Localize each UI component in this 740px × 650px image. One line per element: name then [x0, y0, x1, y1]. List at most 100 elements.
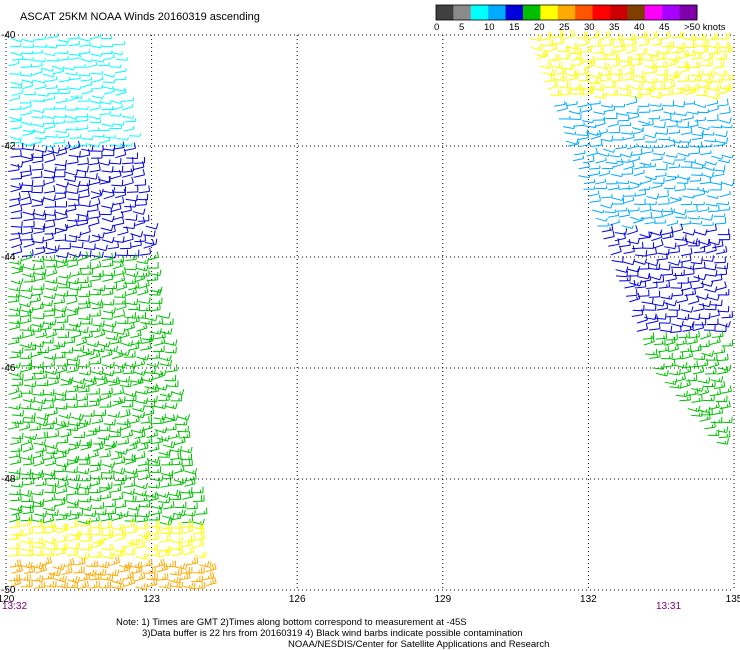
- wind-barb: [19, 309, 32, 318]
- wind-barb: [44, 442, 58, 450]
- wind-barb: [688, 313, 701, 321]
- wind-barb: [595, 157, 607, 164]
- wind-barb: [107, 241, 119, 250]
- wind-barb: [65, 169, 79, 176]
- wind-barb: [9, 198, 21, 208]
- wind-barb: [645, 201, 657, 205]
- wind-barb: [631, 308, 644, 317]
- wind-barb: [55, 512, 68, 521]
- wind-barb: [48, 372, 61, 380]
- wind-barb: [21, 502, 35, 509]
- wind-barb: [655, 163, 668, 171]
- wind-barb: [169, 445, 182, 453]
- wind-barb: [697, 126, 710, 131]
- wind-barb: [78, 458, 91, 465]
- wind-barb: [31, 321, 45, 328]
- wind-barb: [164, 402, 178, 410]
- wind-barb: [592, 46, 605, 54]
- wind-barb: [191, 575, 203, 583]
- wind-barb: [9, 116, 22, 121]
- wind-barb: [681, 247, 693, 257]
- wind-barb: [122, 97, 135, 103]
- wind-barb: [667, 343, 680, 353]
- wind-barb: [711, 155, 724, 160]
- wind-barb: [148, 351, 161, 360]
- wind-barb: [144, 314, 158, 322]
- wind-barb: [79, 261, 92, 270]
- wind-barb: [568, 108, 582, 115]
- wind-barb: [87, 449, 99, 459]
- wind-barb: [633, 163, 646, 170]
- wind-barb: [633, 76, 646, 84]
- wind-barb: [67, 307, 79, 317]
- wind-barb: [694, 229, 708, 236]
- wind-barb: [32, 98, 45, 103]
- wind-barb: [191, 486, 204, 494]
- wind-barb: [619, 89, 632, 97]
- wind-barb: [652, 275, 665, 284]
- wind-barb: [700, 150, 712, 156]
- wind-barb: [148, 289, 161, 296]
- wind-barb: [655, 52, 667, 61]
- wind-barb: [720, 124, 733, 129]
- wind-barb: [108, 377, 121, 386]
- wind-barb: [606, 89, 619, 96]
- wind-barb: [611, 136, 624, 141]
- wind-barb: [617, 114, 630, 122]
- wind-barb: [156, 491, 170, 499]
- wind-barb: [580, 45, 592, 53]
- wind-barb: [684, 85, 697, 96]
- x-tick-label: 129: [434, 594, 451, 605]
- wind-barb: [666, 219, 679, 227]
- wind-barb: [644, 131, 657, 139]
- wind-barb: [578, 74, 591, 82]
- wind-barb: [55, 181, 69, 188]
- wind-barb: [164, 346, 177, 354]
- wind-barb: [97, 433, 110, 441]
- wind-barb: [619, 239, 631, 248]
- wind-barb: [123, 548, 136, 555]
- wind-barb: [683, 34, 697, 42]
- wind-barb: [150, 475, 164, 482]
- wind-barb: [634, 280, 647, 289]
- wind-barb: [89, 100, 102, 104]
- wind-barb: [44, 486, 57, 494]
- wind-barb: [691, 172, 703, 177]
- wind-barb: [22, 442, 34, 453]
- wind-barb: [138, 279, 150, 289]
- wind-barb: [144, 491, 157, 498]
- wind-barb: [57, 447, 70, 455]
- wind-barb: [714, 325, 727, 332]
- wind-barb: [31, 69, 43, 76]
- wind-barb: [92, 502, 104, 509]
- wind-barb: [669, 196, 682, 204]
- wind-barb: [159, 360, 173, 367]
- wind-barb: [76, 113, 89, 118]
- wind-barb: [704, 303, 717, 311]
- wind-barb: [42, 521, 55, 528]
- wind-barb: [717, 42, 731, 49]
- wind-barb: [41, 67, 54, 72]
- wind-barb: [23, 328, 35, 338]
- wind-barb: [20, 435, 33, 446]
- wind-barb: [42, 401, 55, 410]
- wind-barb: [21, 544, 34, 552]
- wind-barb: [168, 489, 181, 497]
- wind-barb: [670, 325, 682, 334]
- wind-barb: [132, 208, 146, 215]
- wind-barb: [700, 143, 713, 148]
- wind-barb: [11, 506, 23, 516]
- wind-barb: [45, 246, 57, 255]
- wind-barb: [117, 437, 129, 445]
- wind-barb: [58, 90, 71, 95]
- wind-barb: [101, 50, 113, 55]
- wind-barb: [600, 104, 613, 108]
- wind-barb: [660, 293, 673, 300]
- wind-barb: [652, 363, 665, 370]
- wind-barb: [542, 38, 554, 47]
- wind-barb: [101, 215, 115, 223]
- wind-barb: [705, 224, 717, 233]
- wind-barb: [35, 419, 49, 427]
- wind-barb: [9, 504, 23, 512]
- wind-barb: [99, 483, 111, 493]
